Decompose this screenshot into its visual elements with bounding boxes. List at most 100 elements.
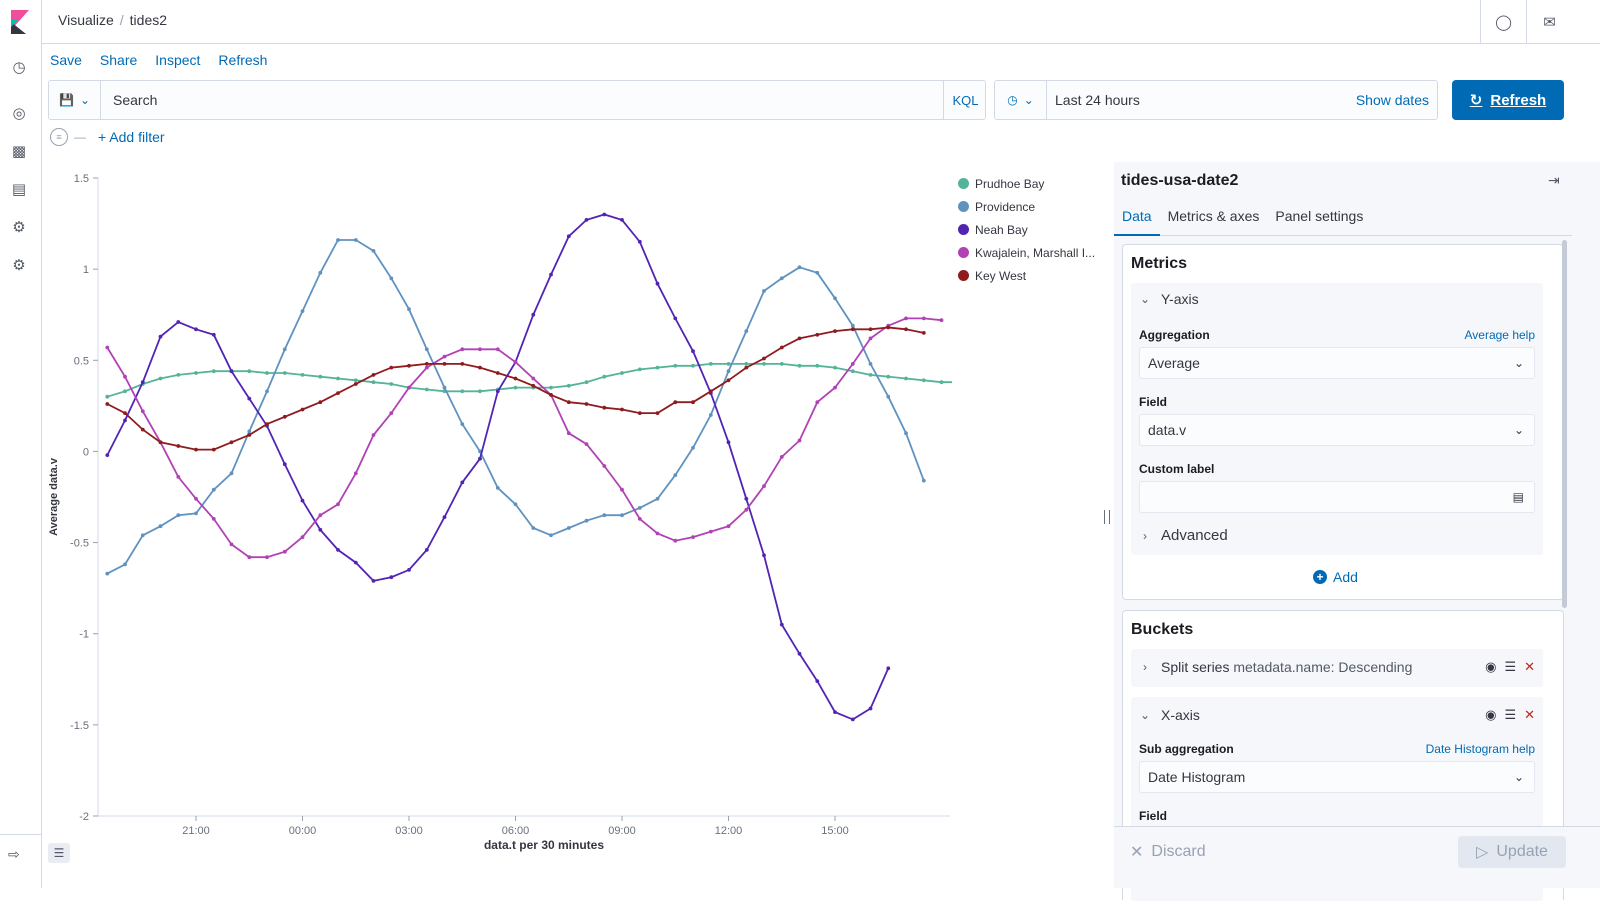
data-point [513,360,518,364]
search-input[interactable] [101,81,943,119]
drag-handle-icon[interactable]: ☰ [1504,707,1517,722]
management-gear-icon[interactable]: ⚙ [12,257,26,274]
breadcrumb-root[interactable]: Visualize [58,12,114,28]
eye-icon[interactable]: ◉ [1485,659,1497,674]
data-point [868,336,873,341]
dashboard-icon[interactable]: ▤ [11,181,27,198]
panel-resize-handle[interactable] [1104,510,1110,524]
kibana-logo[interactable] [8,10,32,34]
data-point [247,429,252,434]
add-filter-button[interactable]: + Add filter [98,129,165,145]
data-point [939,380,944,385]
discard-button[interactable]: ✕ Discard [1130,842,1206,862]
quick-select-button[interactable]: ◷ ⌄ [995,81,1047,119]
data-point [815,332,820,337]
aggregation-help-link[interactable]: Average help [1464,328,1536,342]
data-point [549,272,553,277]
expand-nav-icon[interactable]: ⇨ [8,846,20,862]
data-point [442,385,447,390]
data-point [691,349,695,354]
data-point [815,363,820,368]
refresh-button[interactable]: ↻ Refresh [1452,80,1564,120]
eye-icon[interactable]: ◉ [1485,707,1497,722]
data-point [371,373,376,377]
data-point [389,411,394,415]
data-point [602,513,607,518]
tab-metrics-axes[interactable]: Metrics & axes [1167,208,1260,224]
data-point [229,542,234,547]
legend-item[interactable]: Key West [958,264,1098,287]
legend-item[interactable]: Providence [958,195,1098,218]
sidebar-scrollbar[interactable] [1562,240,1567,608]
data-point [318,400,323,405]
y-tick-label: -1.5 [70,720,89,732]
legend-item[interactable]: Neah Bay [958,218,1098,241]
aggregation-select[interactable]: Average ⌄ [1139,347,1535,379]
remove-icon[interactable]: ✕ [1524,659,1535,674]
drag-handle-icon[interactable]: ☰ [1504,659,1517,674]
x-tick-label: 03:00 [395,825,423,837]
data-point [140,533,145,538]
date-range-text[interactable]: Last 24 hours [1055,92,1140,108]
add-metric-button[interactable]: + Add [1313,569,1358,585]
legend-item[interactable]: Prudhoe Bay [958,172,1098,195]
remove-icon[interactable]: ✕ [1524,707,1535,722]
help-icon[interactable]: ◯ [1480,0,1526,44]
field-label: Field [1139,395,1168,409]
refresh-menu-item[interactable]: Refresh [218,52,268,68]
discover-compass-icon[interactable]: ◎ [12,105,26,122]
legend-toggle-icon[interactable]: ☰ [48,843,70,863]
share-menu-item[interactable]: Share [99,52,138,68]
advanced-toggle[interactable]: › Advanced [1139,527,1228,544]
update-label: Update [1496,843,1548,860]
x-tick-label: 09:00 [608,825,636,837]
sub-aggregation-select[interactable]: Date Histogram ⌄ [1139,761,1535,793]
saved-query-button[interactable]: 💾 ⌄ [49,81,101,119]
nav-divider [0,834,42,835]
tab-panel-settings[interactable]: Panel settings [1275,208,1364,224]
data-point [904,327,908,332]
split-series-toggle[interactable]: › Split series metadata.name: Descending [1139,659,1412,675]
data-point [886,325,891,330]
field-value: data.v [1148,422,1187,438]
show-dates-button[interactable]: Show dates [1355,92,1429,108]
recent-clock-icon[interactable]: ◷ [12,59,26,76]
data-point [620,371,624,375]
custom-label-label: Custom label [1139,462,1215,476]
field-select[interactable]: data.v ⌄ [1139,414,1535,446]
data-point [566,431,571,436]
mail-icon[interactable]: ✉ [1526,0,1572,44]
data-point [797,438,802,443]
filter-options-icon[interactable]: ≡ [50,128,68,146]
data-point [300,407,305,412]
inspect-menu-item[interactable]: Inspect [155,52,201,68]
data-point [176,444,181,448]
collapse-sidebar-icon[interactable]: ⇥ [1548,172,1560,188]
save-menu-item[interactable]: Save [50,52,82,68]
legend-item[interactable]: Kwajalein, Marshall I... [958,241,1098,264]
data-point [868,373,873,377]
data-point [194,447,198,452]
chevron-down-icon: ⌄ [1023,93,1034,107]
x-axis-toggle[interactable]: ⌄ X-axis [1139,707,1200,723]
y-tick-label: 0.5 [74,355,89,367]
visualize-chart-icon[interactable]: ▩ [11,143,27,160]
data-point [584,380,589,385]
y-axis-toggle[interactable]: ⌄ Y-axis [1139,291,1199,307]
date-histogram-help-link[interactable]: Date Histogram help [1425,742,1535,756]
data-point [247,555,252,560]
data-point [389,382,394,386]
data-point [531,376,536,381]
tab-data[interactable]: Data [1114,204,1160,236]
custom-label-input[interactable]: ▤ [1139,481,1535,513]
data-point [300,535,305,539]
update-button[interactable]: ▷ Update [1458,836,1566,868]
data-point [211,487,216,492]
data-point [424,387,429,392]
devtools-icon[interactable]: ⚙ [12,219,26,236]
legend-label: Neah Bay [975,222,1028,237]
line-chart: 1.5 1 0.5 0 -0.5 -1 -1.5 -2 21:00 00:00 03:00 06:00… [48,173,952,852]
refresh-label: Refresh [1490,91,1547,109]
kql-toggle[interactable]: KQL [943,81,987,119]
data-point [566,234,571,239]
